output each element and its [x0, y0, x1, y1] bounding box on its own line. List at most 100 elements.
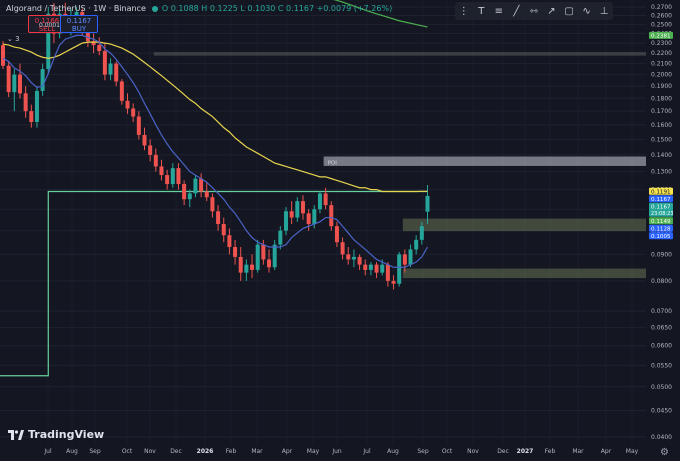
- price-label: 0.1005: [651, 234, 671, 240]
- candle-body[interactable]: [306, 213, 311, 225]
- price-label-bg: [649, 195, 673, 203]
- candle-body[interactable]: [193, 178, 198, 194]
- candle-body[interactable]: [357, 256, 362, 265]
- candle-body[interactable]: [272, 244, 277, 268]
- candle-body[interactable]: [329, 205, 334, 227]
- candle-body[interactable]: [97, 45, 102, 52]
- candle-body[interactable]: [402, 254, 407, 265]
- candle-body[interactable]: [363, 264, 368, 270]
- fib-icon[interactable]: ≡: [494, 5, 504, 17]
- market-open-icon: [151, 5, 158, 12]
- pair-title[interactable]: Algorand / TetherUS · 1W · Binance: [6, 4, 146, 13]
- candle-body[interactable]: [244, 264, 249, 273]
- candle-body[interactable]: [278, 230, 283, 245]
- candle-body[interactable]: [250, 264, 255, 270]
- candle-body[interactable]: [385, 264, 390, 281]
- candle-body[interactable]: [119, 81, 124, 101]
- x-tick-label: Sep: [89, 448, 101, 455]
- candle-body[interactable]: [380, 264, 385, 273]
- y-tick-label: 0.1700: [651, 108, 672, 115]
- candle-body[interactable]: [317, 193, 322, 210]
- candle-body[interactable]: [6, 65, 11, 93]
- candle-body[interactable]: [187, 193, 192, 200]
- measure-icon[interactable]: ↗: [547, 5, 556, 17]
- x-tick-label: May: [626, 448, 639, 455]
- candle-body[interactable]: [114, 63, 119, 82]
- pin-icon[interactable]: ⊥: [599, 5, 609, 17]
- candle-body[interactable]: [40, 69, 45, 91]
- candle-body[interactable]: [176, 168, 181, 185]
- candle-body[interactable]: [148, 145, 153, 155]
- candle-body[interactable]: [1, 45, 5, 66]
- candle-body[interactable]: [221, 224, 226, 236]
- candle-body[interactable]: [425, 195, 430, 212]
- buy-button[interactable]: 0.1167 BUY: [60, 15, 98, 33]
- y-tick-label: 0.2500: [651, 21, 672, 28]
- x-tick-label: Oct: [442, 448, 453, 455]
- candle-body[interactable]: [255, 244, 260, 270]
- candle-body[interactable]: [289, 211, 294, 218]
- candle-body[interactable]: [295, 201, 300, 218]
- candle-body[interactable]: [397, 254, 402, 284]
- trendline-icon[interactable]: ╱: [513, 5, 520, 17]
- hline-icon[interactable]: ⇿: [529, 5, 539, 17]
- candle-body[interactable]: [238, 256, 243, 273]
- candle-body[interactable]: [414, 239, 419, 250]
- path-icon[interactable]: ∿: [582, 5, 591, 17]
- candle-body[interactable]: [408, 249, 413, 265]
- candle-body[interactable]: [170, 168, 175, 185]
- candle-body[interactable]: [267, 259, 272, 268]
- candle-body[interactable]: [300, 201, 305, 214]
- candle-body[interactable]: [334, 226, 339, 243]
- candle-body[interactable]: [323, 193, 328, 206]
- candle-body[interactable]: [204, 191, 209, 198]
- drag-handle-icon[interactable]: ⋮: [458, 5, 469, 17]
- text-icon[interactable]: T: [478, 5, 485, 17]
- tradingview-logo[interactable]: TradingView: [8, 428, 104, 441]
- candle-body[interactable]: [391, 280, 396, 284]
- candle-body[interactable]: [12, 74, 17, 93]
- candle-body[interactable]: [233, 247, 238, 257]
- candle-body[interactable]: [182, 184, 187, 200]
- candle-body[interactable]: [102, 51, 107, 75]
- candle-body[interactable]: [125, 100, 130, 109]
- candle-body[interactable]: [374, 264, 379, 273]
- indicators-toggle[interactable]: ⌄ 3: [7, 35, 20, 43]
- candle-body[interactable]: [17, 74, 22, 94]
- candle-body[interactable]: [312, 209, 317, 225]
- candle-body[interactable]: [46, 13, 51, 70]
- candle-body[interactable]: [91, 41, 96, 46]
- candle-body[interactable]: [346, 254, 351, 260]
- candle-body[interactable]: [210, 197, 215, 212]
- candle-body[interactable]: [153, 154, 158, 167]
- candle-body[interactable]: [227, 235, 232, 248]
- candle-body[interactable]: [284, 211, 288, 231]
- candle-body[interactable]: [85, 29, 90, 42]
- candle-body[interactable]: [351, 256, 356, 260]
- candle-body[interactable]: [108, 63, 113, 75]
- candle-body[interactable]: [368, 264, 373, 270]
- candle-body[interactable]: [216, 211, 221, 225]
- candle-body[interactable]: [142, 134, 147, 146]
- x-tick-label: Mar: [572, 448, 584, 455]
- candle-body[interactable]: [419, 226, 424, 240]
- candle-body[interactable]: [165, 175, 170, 185]
- candle-body[interactable]: [340, 242, 345, 255]
- candle-body[interactable]: [23, 93, 28, 112]
- candle-body[interactable]: [29, 111, 34, 123]
- x-tick-label: Aug: [66, 448, 78, 455]
- candle-body[interactable]: [74, 12, 79, 16]
- candle-body[interactable]: [131, 108, 136, 117]
- candle-body[interactable]: [34, 90, 39, 123]
- price-label-bg: [649, 217, 673, 225]
- x-tick-label: Aug: [387, 448, 399, 455]
- candle-body[interactable]: [136, 116, 141, 135]
- rectangle-icon[interactable]: ▢: [564, 5, 574, 17]
- candle-body[interactable]: [261, 244, 266, 260]
- candle-body[interactable]: [199, 178, 204, 192]
- candle-body[interactable]: [159, 166, 164, 176]
- y-tick-label: 0.1400: [651, 152, 672, 159]
- settings-gear-icon[interactable]: ⚙: [660, 447, 669, 458]
- y-tick-label: 0.1500: [651, 136, 672, 143]
